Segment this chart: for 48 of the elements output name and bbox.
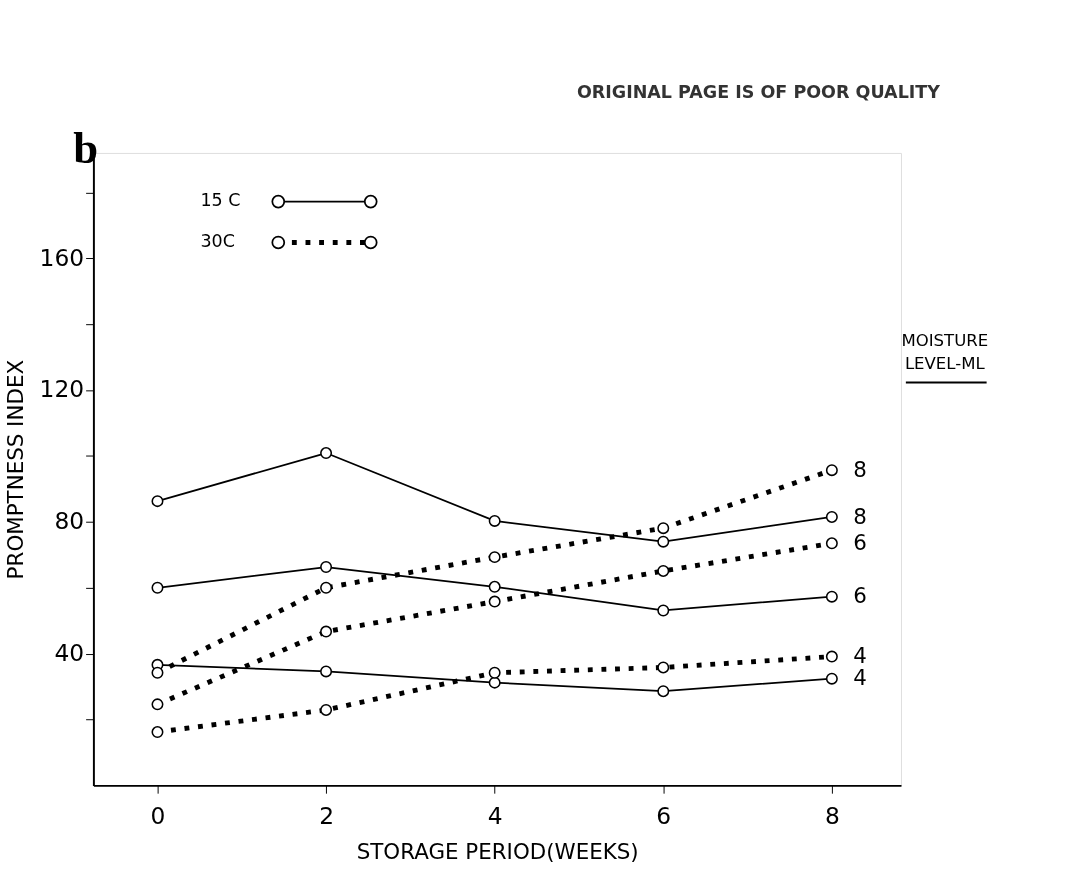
annotation: 15 C <box>200 190 241 211</box>
x-tick-label: 8 <box>824 801 840 830</box>
point <box>320 447 333 460</box>
x-tick-label: 0 <box>150 801 166 830</box>
x-axis-title: STORAGE PERIOD(WEEKS) <box>356 838 639 864</box>
point <box>488 551 501 564</box>
point <box>320 581 333 594</box>
point <box>657 604 670 617</box>
point <box>151 666 164 679</box>
point <box>151 726 164 739</box>
point <box>488 666 501 679</box>
point <box>825 590 838 603</box>
point <box>825 650 838 663</box>
text: ORIGINAL PAGE IS OF POOR QUALITY <box>576 82 941 103</box>
point <box>151 698 164 711</box>
point <box>825 510 838 523</box>
series-label: 6 <box>853 530 867 556</box>
point <box>657 522 670 535</box>
point <box>488 514 501 527</box>
point <box>151 581 164 594</box>
point <box>320 561 333 573</box>
point <box>320 665 333 678</box>
x-tick-label: 4 <box>487 801 503 830</box>
point <box>825 672 838 685</box>
series-label: 8 <box>853 503 867 529</box>
y-tick-label: 80 <box>54 507 85 536</box>
point <box>151 495 164 508</box>
point <box>657 535 670 548</box>
series-label: 6 <box>853 583 867 609</box>
y-tick-label: 160 <box>39 243 85 272</box>
x-tick-label: 2 <box>319 801 334 830</box>
point <box>320 703 333 716</box>
point <box>657 564 670 577</box>
series-label: 8 <box>853 456 867 482</box>
point <box>488 580 501 593</box>
point <box>657 661 670 674</box>
point <box>825 537 838 550</box>
annotation: 30C <box>200 231 235 252</box>
point <box>657 685 670 698</box>
x-tick-label: 6 <box>656 801 672 830</box>
point <box>488 595 501 608</box>
y-axis-title: PROMPTNESS INDEX <box>3 359 29 580</box>
y-tick-label: 120 <box>39 375 85 404</box>
y-tick-label: 40 <box>54 638 85 667</box>
legend-title: MOISTURE LEVEL-ML <box>901 330 989 373</box>
chart-title: b <box>73 122 99 173</box>
point <box>825 464 838 477</box>
point <box>320 625 333 638</box>
